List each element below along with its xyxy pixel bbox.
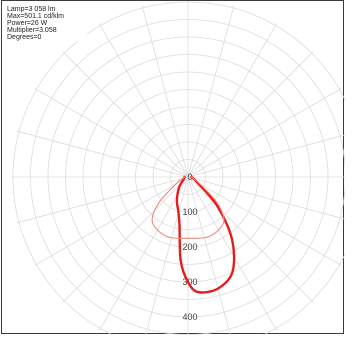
radial-tick-label: 0	[187, 172, 192, 182]
intensity-curves	[151, 175, 236, 294]
photometric-info-box: Lamp=3 058 lm Max=501.1 cd/klm Power=26 …	[7, 6, 87, 41]
grid-spoke	[187, 23, 277, 178]
polar-chart: 0 100 200 300 400	[11, 1, 345, 335]
radial-tick-label: 300	[182, 277, 197, 287]
radial-tick-label: 400	[182, 312, 197, 322]
grid-spoke	[16, 176, 189, 224]
grid-spoke	[187, 176, 277, 331]
grid-spoke	[62, 51, 189, 178]
info-lamp: Lamp=3 058 lm	[7, 6, 56, 13]
intensity-curve-primary	[175, 175, 236, 294]
grid-spoke	[141, 5, 189, 178]
polar-grid	[11, 1, 345, 335]
grid-spoke	[187, 5, 235, 178]
info-multiplier: Multiplier=3.058	[7, 27, 57, 34]
info-degrees: Degrees=0	[7, 34, 42, 41]
grid-spoke	[187, 176, 342, 266]
grid-spoke	[62, 176, 189, 303]
polar-chart-frame: 0 100 200 300 400 Lamp=3 058 lm Max=501.1 cd…	[1, 0, 345, 335]
grid-spoke	[187, 176, 231, 335]
grid-spoke	[34, 88, 189, 178]
radial-tick-labels: 0 100 200 300 400	[182, 172, 197, 322]
grid-spoke	[187, 176, 314, 303]
grid-spoke	[187, 88, 342, 178]
grid-spoke	[16, 130, 189, 178]
info-max: Max=501.1 cd/klm	[7, 13, 64, 20]
radial-tick-label: 100	[182, 207, 197, 217]
grid-spoke	[187, 134, 345, 178]
grid-spoke	[187, 51, 314, 178]
info-power: Power=26 W	[7, 20, 48, 27]
grid-spoke	[187, 176, 345, 220]
grid-spoke	[99, 23, 189, 178]
grid-spoke	[99, 176, 189, 331]
grid-spoke	[145, 176, 189, 335]
grid-spoke	[34, 176, 189, 266]
intensity-curve-secondary	[151, 176, 225, 239]
radial-tick-label: 200	[182, 242, 197, 252]
